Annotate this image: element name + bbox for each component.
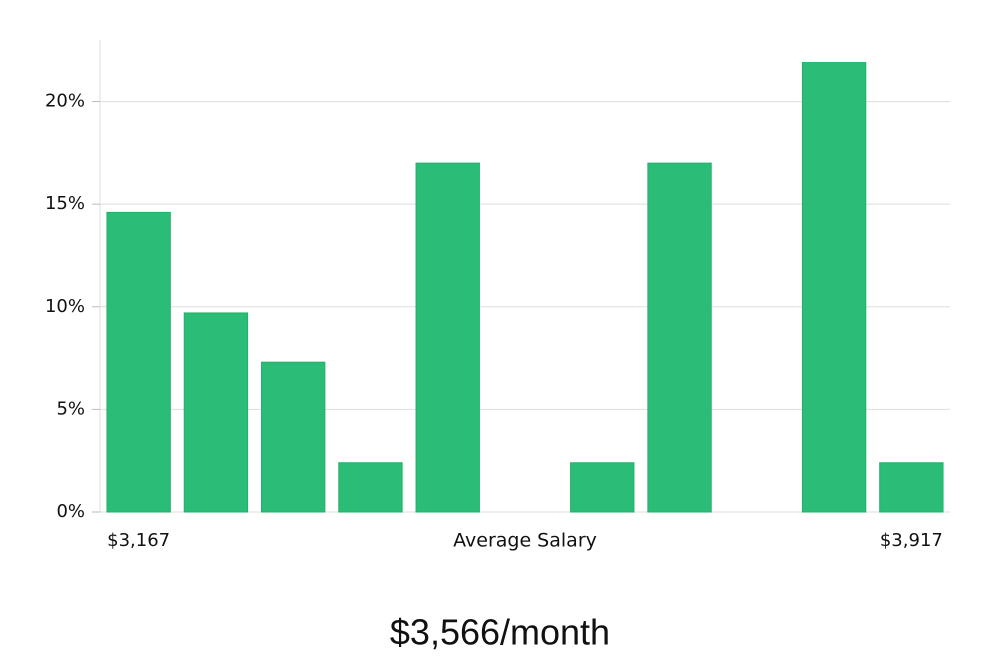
bar xyxy=(879,462,944,513)
bar xyxy=(261,361,326,513)
bar xyxy=(647,162,712,513)
y-tick-label: 20% xyxy=(45,91,85,112)
x-tick-label: $3,917 xyxy=(880,530,943,551)
y-tick-label: 15% xyxy=(45,193,85,214)
y-tick-label: 0% xyxy=(56,501,85,522)
bar xyxy=(415,162,480,513)
x-tick-label: $3,167 xyxy=(107,530,170,551)
y-tick-label: 10% xyxy=(45,296,85,317)
y-tick-label: 5% xyxy=(56,398,85,419)
bar xyxy=(570,462,635,513)
bar xyxy=(338,462,403,513)
bar xyxy=(183,312,249,513)
x-axis-label: Average Salary xyxy=(453,530,597,552)
bar xyxy=(801,62,867,513)
caption: $3,566/month xyxy=(390,612,610,653)
bar xyxy=(106,211,171,513)
